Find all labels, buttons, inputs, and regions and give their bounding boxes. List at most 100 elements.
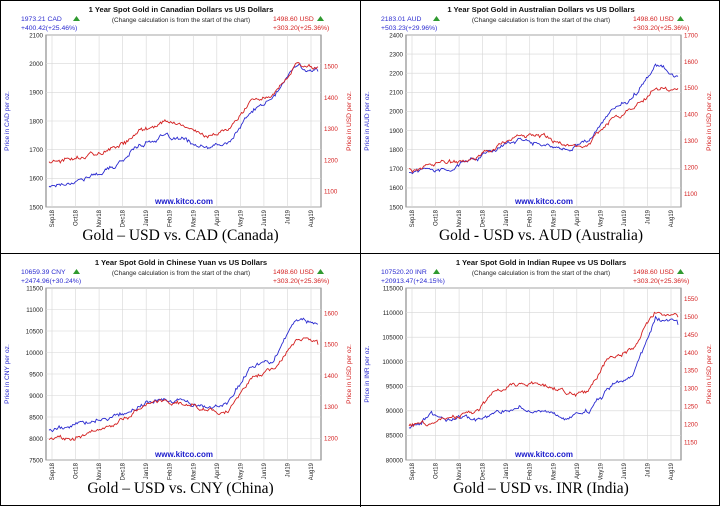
- left-tick-label: 2100: [29, 32, 43, 39]
- x-tick-label: Jul19: [645, 209, 651, 224]
- x-tick-label: Nov18: [97, 209, 103, 227]
- x-tick-label: Jan19: [144, 209, 150, 226]
- x-tick-label: May19: [598, 462, 604, 480]
- right-tick-label: 1200: [324, 435, 338, 442]
- x-tick-label: Dec18: [481, 462, 487, 480]
- right-tick-label: 1300: [324, 404, 338, 411]
- left-tick-label: 9500: [29, 371, 43, 378]
- right-tick-label: 1400: [684, 112, 698, 119]
- plot-area: [405, 287, 682, 461]
- local-currency-line: [408, 315, 679, 429]
- watermark: www.kitco.com: [514, 450, 573, 459]
- up-arrow-icon: [73, 16, 80, 21]
- right-tick-label: 1350: [684, 368, 698, 375]
- x-tick-label: Aug19: [669, 462, 675, 480]
- left-axis-label: Price in CNY per oz.: [4, 344, 11, 404]
- x-tick-label: Oct18: [74, 462, 80, 479]
- x-tick-label: Nov18: [97, 462, 103, 480]
- panel-inr: 1 Year Spot Gold in Indian Rupee vs US D…: [361, 254, 720, 507]
- right-tick-label: 1400: [324, 95, 338, 102]
- left-tick-label: 1800: [29, 118, 43, 125]
- right-tick-label: 1400: [324, 373, 338, 380]
- x-tick-label: Dec18: [481, 209, 487, 227]
- usd-line: [408, 311, 679, 428]
- local-currency-line: [409, 63, 679, 175]
- x-tick-label: Apr19: [575, 209, 581, 226]
- x-tick-label: Jun19: [262, 209, 268, 226]
- right-tick-label: 1600: [684, 59, 698, 66]
- panel-cny: 1 Year Spot Gold in Chinese Yuan vs US D…: [1, 254, 361, 507]
- usd-change: +303.20(+25.36%): [273, 278, 329, 285]
- x-tick-label: Jul19: [285, 462, 291, 477]
- right-tick-label: 1300: [324, 126, 338, 133]
- left-axis-label: Price in INR per oz.: [364, 345, 371, 402]
- local-price: 2183.01 AUD: [381, 16, 422, 23]
- usd-price: 1498.60 USD: [633, 16, 674, 23]
- up-arrow-icon: [73, 269, 80, 274]
- cad-chart: 1 Year Spot Gold in Canadian Dollars vs …: [4, 5, 353, 227]
- chart-title: 1 Year Spot Gold in Chinese Yuan vs US D…: [95, 258, 267, 267]
- x-tick-label: Mar19: [191, 462, 197, 480]
- right-axis-label: Price in USD per oz.: [706, 344, 713, 404]
- panel-caption: Gold – USD vs. CNY (China): [87, 480, 274, 497]
- left-tick-label: 2200: [389, 71, 403, 78]
- watermark: www.kitco.com: [514, 197, 573, 206]
- right-tick-label: 1300: [684, 386, 698, 393]
- panel-cad: 1 Year Spot Gold in Canadian Dollars vs …: [1, 1, 361, 254]
- x-tick-label: Feb19: [168, 209, 174, 227]
- right-tick-label: 1500: [324, 64, 338, 71]
- right-tick-label: 1500: [324, 342, 338, 349]
- x-tick-label: May19: [238, 209, 244, 227]
- x-tick-label: Jan19: [504, 209, 510, 226]
- local-price: 1973.21 CAD: [21, 16, 62, 23]
- x-tick-label: Dec18: [121, 209, 127, 227]
- local-change: +503.23(+29.96%): [381, 25, 437, 32]
- left-tick-label: 95000: [386, 384, 404, 391]
- x-tick-label: Feb19: [528, 462, 534, 480]
- x-tick-label: Aug19: [309, 462, 315, 480]
- x-tick-label: Sep18: [50, 209, 56, 227]
- watermark: www.kitco.com: [154, 197, 213, 206]
- right-tick-label: 1100: [684, 191, 698, 198]
- x-tick-label: Feb19: [528, 209, 534, 227]
- x-tick-label: Jun19: [622, 462, 628, 479]
- chart-title: 1 Year Spot Gold in Canadian Dollars vs …: [89, 5, 274, 14]
- local-price: 10659.39 CNY: [21, 269, 66, 276]
- usd-price: 1498.60 USD: [273, 269, 314, 276]
- local-price: 107520.20 INR: [381, 269, 427, 276]
- x-tick-label: Oct18: [434, 462, 440, 479]
- up-arrow-icon: [317, 16, 324, 21]
- x-tick-label: Jul19: [285, 209, 291, 224]
- x-tick-label: Apr19: [215, 209, 221, 226]
- right-tick-label: 1200: [684, 165, 698, 172]
- left-tick-label: 8000: [29, 436, 43, 443]
- chart-subtitle: (Change calculation is from the start of…: [112, 270, 250, 277]
- right-tick-label: 1450: [684, 332, 698, 339]
- x-tick-label: May19: [598, 209, 604, 227]
- x-tick-label: Oct18: [74, 209, 80, 226]
- right-tick-label: 1100: [324, 189, 338, 196]
- x-tick-label: Mar19: [551, 209, 557, 227]
- plot-area: [405, 34, 682, 208]
- left-tick-label: 1900: [389, 128, 403, 135]
- usd-change: +303.20(+25.36%): [273, 25, 329, 32]
- usd-line: [408, 86, 679, 174]
- local-change: +2474.96(+30.24%): [21, 278, 81, 285]
- inr-chart: 1 Year Spot Gold in Indian Rupee vs US D…: [364, 258, 713, 480]
- right-tick-label: 1150: [684, 439, 698, 446]
- left-tick-label: 90000: [386, 408, 404, 415]
- watermark: www.kitco.com: [154, 450, 213, 459]
- right-tick-label: 1600: [324, 310, 338, 317]
- left-tick-label: 1600: [29, 176, 43, 183]
- left-tick-label: 1700: [29, 147, 43, 154]
- left-tick-label: 2000: [389, 109, 403, 116]
- x-tick-label: Oct18: [434, 209, 440, 226]
- left-tick-label: 1500: [389, 204, 403, 211]
- right-tick-label: 1500: [684, 314, 698, 321]
- left-tick-label: 1800: [389, 147, 403, 154]
- chart-title: 1 Year Spot Gold in Indian Rupee vs US D…: [456, 258, 626, 267]
- left-tick-label: 8500: [29, 414, 43, 421]
- usd-price: 1498.60 USD: [273, 16, 314, 23]
- x-tick-label: Mar19: [191, 209, 197, 227]
- x-tick-label: Mar19: [551, 462, 557, 480]
